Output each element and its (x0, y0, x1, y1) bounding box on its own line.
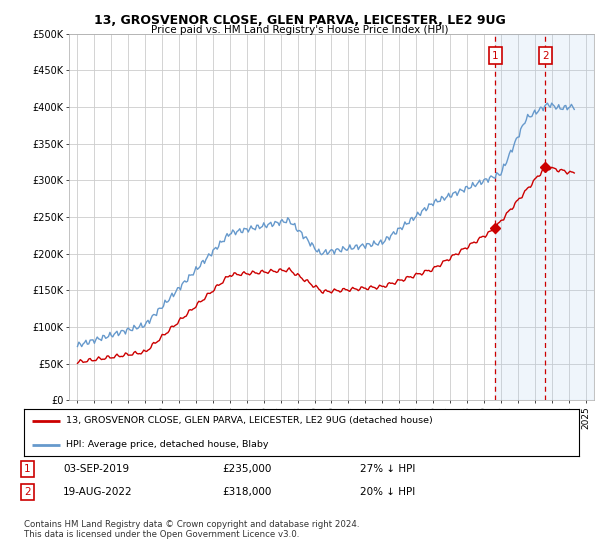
Text: 2: 2 (24, 487, 31, 497)
Text: 2: 2 (542, 50, 549, 60)
Bar (495, 34, 594, 400)
Text: 13, GROSVENOR CLOSE, GLEN PARVA, LEICESTER, LE2 9UG (detached house): 13, GROSVENOR CLOSE, GLEN PARVA, LEICEST… (65, 416, 433, 425)
Text: 19-AUG-2022: 19-AUG-2022 (63, 487, 133, 497)
Text: HPI: Average price, detached house, Blaby: HPI: Average price, detached house, Blab… (65, 440, 268, 449)
Text: £318,000: £318,000 (222, 487, 271, 497)
Text: 1: 1 (24, 464, 31, 474)
Text: 13, GROSVENOR CLOSE, GLEN PARVA, LEICESTER, LE2 9UG: 13, GROSVENOR CLOSE, GLEN PARVA, LEICEST… (94, 14, 506, 27)
Text: Contains HM Land Registry data © Crown copyright and database right 2024.
This d: Contains HM Land Registry data © Crown c… (24, 520, 359, 539)
Text: 1: 1 (492, 50, 499, 60)
Text: £235,000: £235,000 (222, 464, 271, 474)
Text: 03-SEP-2019: 03-SEP-2019 (63, 464, 129, 474)
Text: Price paid vs. HM Land Registry's House Price Index (HPI): Price paid vs. HM Land Registry's House … (151, 25, 449, 35)
Text: 27% ↓ HPI: 27% ↓ HPI (360, 464, 415, 474)
Text: 20% ↓ HPI: 20% ↓ HPI (360, 487, 415, 497)
